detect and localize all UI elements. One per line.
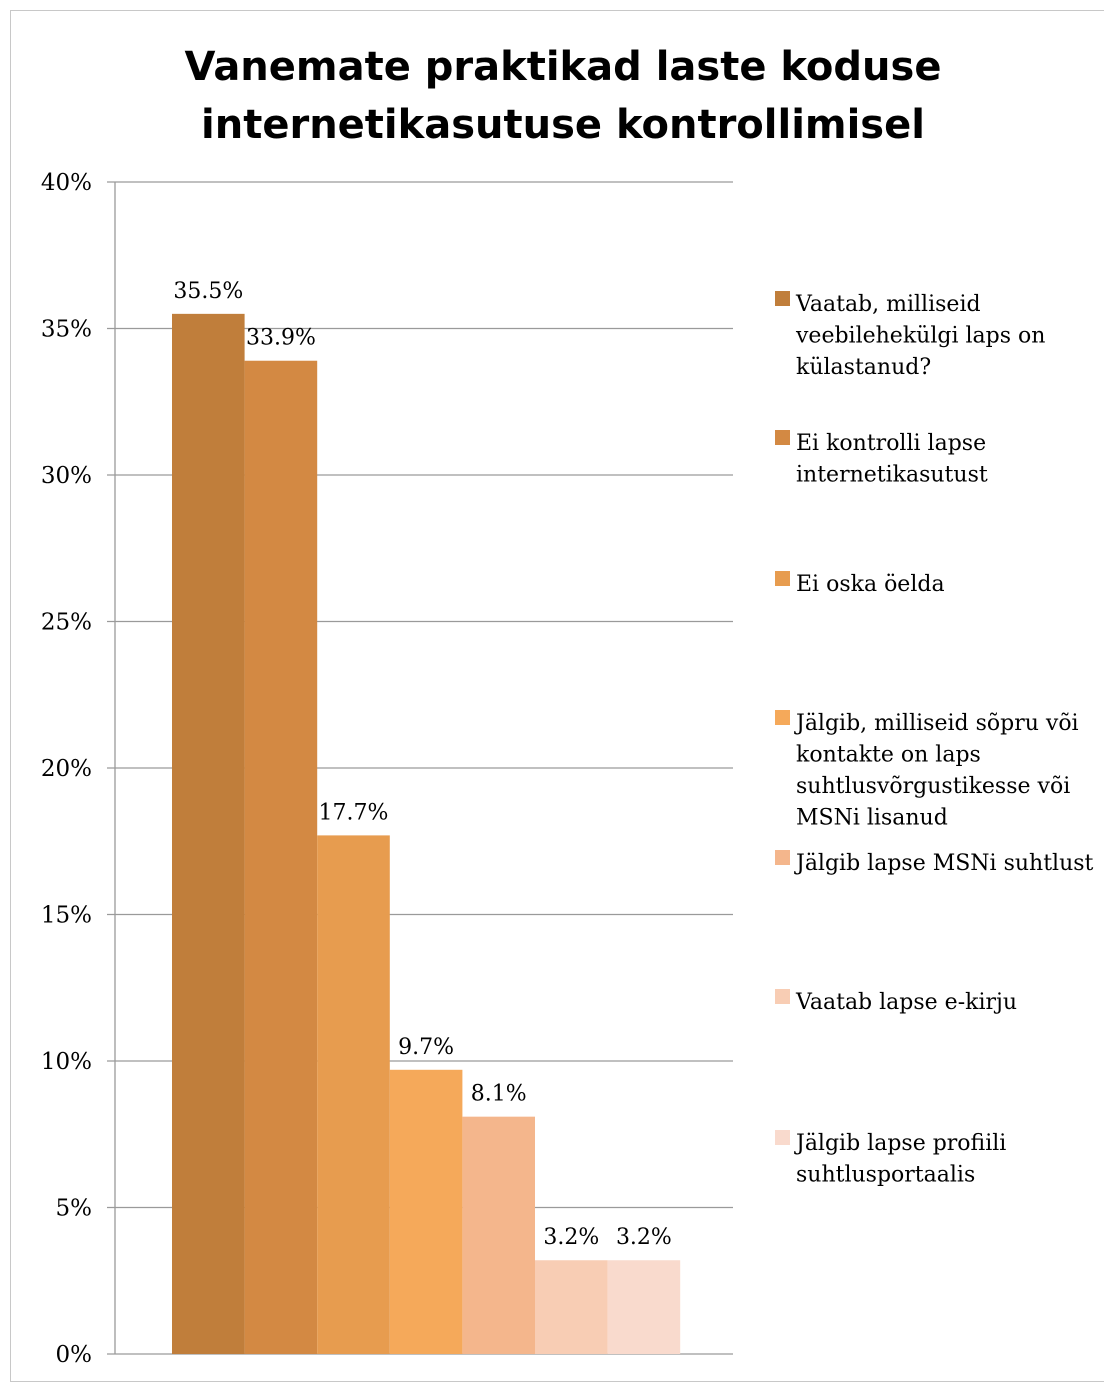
legend-label: suhtlusvõrgustikesse või bbox=[796, 774, 1070, 799]
legend-label: suhtlusportaalis bbox=[796, 1163, 975, 1188]
data-label: 3.2% bbox=[543, 1225, 599, 1250]
legend-label: Vaatab, milliseid bbox=[795, 292, 981, 317]
data-label: 8.1% bbox=[471, 1082, 527, 1107]
y-tick-label: 10% bbox=[41, 1049, 92, 1075]
y-tick-label: 35% bbox=[41, 317, 92, 343]
bar bbox=[389, 1069, 463, 1354]
y-axis-tick-labels: 0% 5% 10% 15% 20% 25% 30% 35% 40% bbox=[41, 170, 92, 1368]
y-tick-label: 25% bbox=[41, 610, 92, 636]
y-tick-label: 30% bbox=[41, 463, 92, 489]
legend-item: Ei oska öelda bbox=[775, 571, 945, 597]
legend: Vaatab, milliseid veebilehekülgi laps on k… bbox=[775, 291, 1094, 1188]
bar bbox=[607, 1260, 681, 1354]
legend-swatch bbox=[775, 1130, 790, 1145]
legend-label: Jälgib, milliseid sõpru või bbox=[794, 711, 1079, 736]
legend-label: kontakte on laps bbox=[796, 743, 981, 768]
chart-title-line: Vanemate praktikad laste koduse bbox=[185, 44, 942, 90]
y-tick-label: 15% bbox=[41, 903, 92, 929]
legend-label: internetikasutust bbox=[796, 463, 988, 488]
y-tick-label: 0% bbox=[56, 1342, 93, 1368]
bar bbox=[535, 1260, 608, 1354]
bar bbox=[244, 360, 318, 1355]
data-labels: 35.5%33.9% 17.7% 9.7% 8.1% 3.2% 3.2% bbox=[173, 279, 671, 1250]
bars bbox=[172, 313, 681, 1355]
legend-item: Ei kontrolli lapse internetikasutust bbox=[775, 430, 988, 488]
legend-label: Ei oska öelda bbox=[796, 572, 945, 597]
data-label: 3.2% bbox=[616, 1225, 672, 1250]
legend-item: Vaatab, milliseid veebilehekülgi laps on k… bbox=[775, 291, 1045, 380]
y-tick-label: 40% bbox=[41, 170, 92, 196]
legend-item: Jälgib, milliseid sõpru või kontakte on l… bbox=[775, 710, 1079, 831]
legend-label: külastanud? bbox=[796, 355, 931, 380]
y-tick-label: 20% bbox=[41, 756, 92, 782]
data-label: 33.9% bbox=[246, 326, 316, 351]
bar bbox=[317, 835, 390, 1354]
data-label: 17.7% bbox=[319, 800, 389, 825]
legend-label: Ei kontrolli lapse bbox=[796, 431, 986, 456]
legend-label: veebilehekülgi laps on bbox=[795, 324, 1045, 349]
legend-item: Jälgib lapse MSNi suhtlust bbox=[775, 850, 1094, 876]
legend-swatch bbox=[775, 291, 790, 306]
bar bbox=[462, 1116, 535, 1354]
legend-label: MSNi lisanud bbox=[796, 806, 948, 831]
chart-title-line: internetikasutuse kontrollimisel bbox=[201, 102, 925, 148]
data-label: 35.5% bbox=[173, 279, 243, 304]
chart-title: Vanemate praktikad laste koduse interneti… bbox=[185, 44, 942, 148]
legend-label: Jälgib lapse profiili bbox=[794, 1131, 1006, 1156]
legend-swatch bbox=[775, 850, 790, 865]
legend-swatch bbox=[775, 710, 790, 725]
legend-item: Vaatab lapse e-kirju bbox=[775, 989, 1017, 1015]
bar bbox=[172, 313, 245, 1355]
legend-label: Vaatab lapse e-kirju bbox=[795, 990, 1017, 1015]
legend-swatch bbox=[775, 430, 790, 445]
legend-swatch bbox=[775, 571, 790, 586]
legend-swatch bbox=[775, 989, 790, 1004]
legend-label: Jälgib lapse MSNi suhtlust bbox=[794, 851, 1094, 876]
legend-item: Jälgib lapse profiili suhtlusportaalis bbox=[775, 1130, 1006, 1188]
data-label: 9.7% bbox=[398, 1035, 454, 1060]
y-tick-label: 5% bbox=[56, 1196, 93, 1222]
